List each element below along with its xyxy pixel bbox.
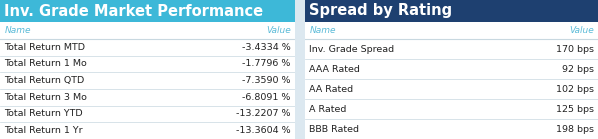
Text: Name: Name [4, 26, 31, 35]
Bar [305, 0, 598, 22]
Text: -13.2207 %: -13.2207 % [236, 110, 291, 119]
Text: -3.4334 %: -3.4334 % [242, 43, 291, 52]
Text: Value: Value [569, 26, 594, 35]
Text: Name: Name [309, 26, 336, 35]
Text: 198 bps: 198 bps [556, 125, 594, 133]
Bar [0, 22, 295, 139]
Text: 170 bps: 170 bps [556, 44, 594, 54]
Bar [0, 0, 295, 22]
Text: Spread by Rating: Spread by Rating [309, 3, 453, 18]
Text: Total Return 1 Mo: Total Return 1 Mo [4, 59, 87, 69]
Text: 125 bps: 125 bps [556, 105, 594, 114]
Text: BBB Rated: BBB Rated [309, 125, 359, 133]
Text: AAA Rated: AAA Rated [309, 64, 360, 74]
Text: Inv. Grade Spread: Inv. Grade Spread [309, 44, 395, 54]
Text: Value: Value [266, 26, 291, 35]
Text: 92 bps: 92 bps [562, 64, 594, 74]
Text: Total Return 3 Mo: Total Return 3 Mo [4, 93, 87, 102]
Text: 102 bps: 102 bps [556, 85, 594, 94]
Text: Total Return QTD: Total Return QTD [4, 76, 85, 85]
Text: Total Return YTD: Total Return YTD [4, 110, 83, 119]
Text: -6.8091 %: -6.8091 % [242, 93, 291, 102]
Text: Total Return 1 Yr: Total Return 1 Yr [4, 126, 83, 135]
Bar [305, 22, 598, 139]
Text: -1.7796 %: -1.7796 % [242, 59, 291, 69]
Text: Inv. Grade Market Performance: Inv. Grade Market Performance [4, 3, 264, 18]
Text: Total Return MTD: Total Return MTD [4, 43, 86, 52]
Text: -7.3590 %: -7.3590 % [242, 76, 291, 85]
Text: -13.3604 %: -13.3604 % [236, 126, 291, 135]
Text: A Rated: A Rated [309, 105, 347, 114]
Text: AA Rated: AA Rated [309, 85, 353, 94]
